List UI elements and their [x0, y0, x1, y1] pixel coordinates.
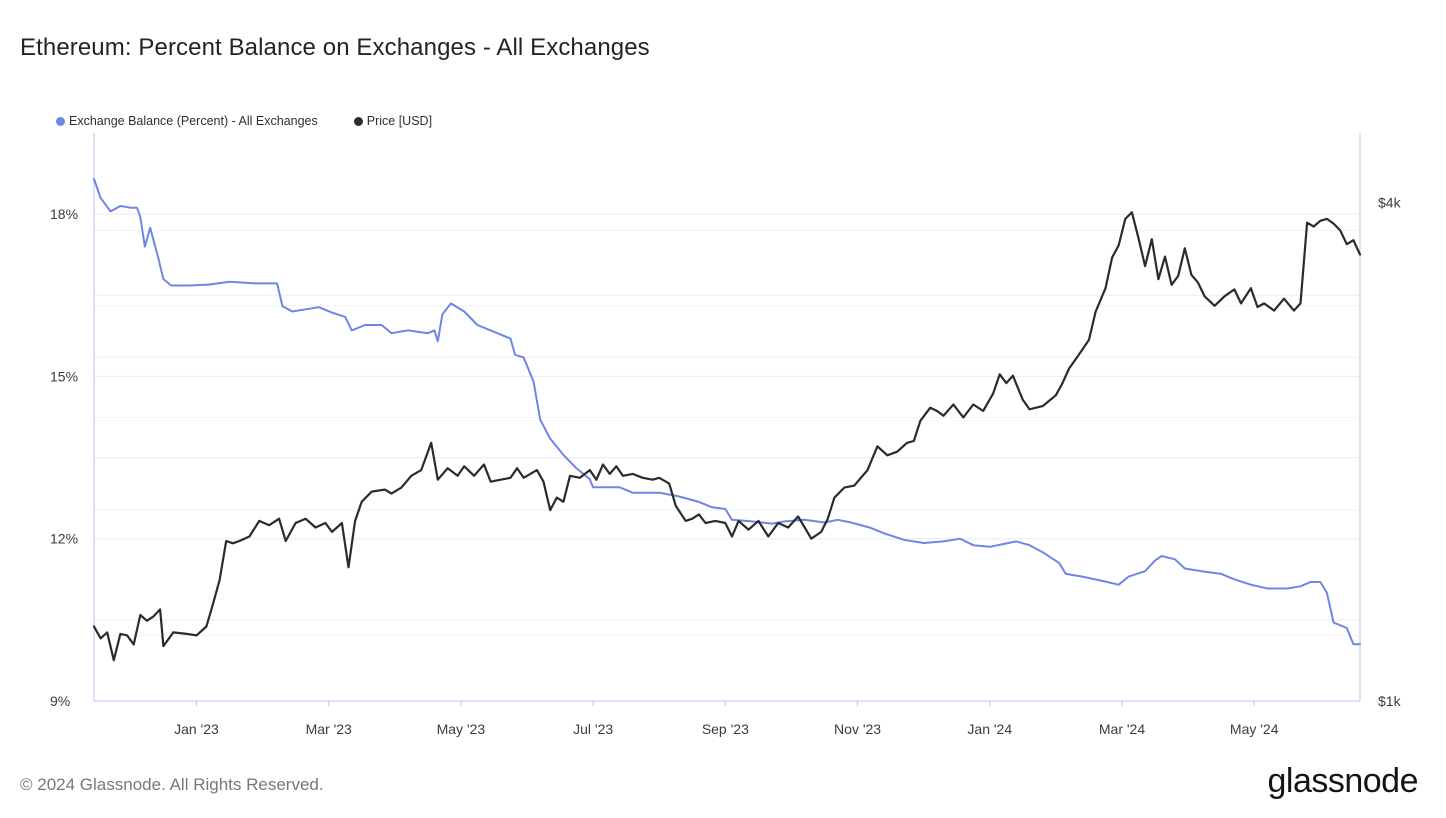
series-line-price	[92, 211, 1362, 662]
series-line-balance	[93, 178, 1361, 646]
y-right-tick-label: $1k	[1378, 693, 1402, 709]
legend-label-balance: Exchange Balance (Percent) - All Exchang…	[69, 114, 318, 128]
y-right-tick-label: $4k	[1378, 194, 1402, 210]
glassnode-logo: glassnode	[1267, 762, 1418, 800]
legend-dot-price	[353, 116, 363, 126]
x-tick-label: Jul '23	[573, 721, 613, 737]
legend-item-balance[interactable]: Exchange Balance (Percent) - All Exchang…	[56, 114, 318, 128]
x-tick-label: May '23	[437, 721, 486, 737]
chart-title: Ethereum: Percent Balance on Exchanges -…	[20, 34, 650, 61]
legend-label-price: Price [USD]	[366, 114, 433, 128]
x-tick-label: Sep '23	[702, 721, 749, 737]
y-left-tick-label: 18%	[50, 206, 78, 222]
legend-item-price[interactable]: Price [USD]	[353, 114, 433, 128]
x-tick-label: Mar '23	[306, 721, 352, 737]
copyright-text: © 2024 Glassnode. All Rights Reserved.	[20, 775, 324, 794]
x-tick-label: Mar '24	[1099, 721, 1145, 737]
y-left-tick-label: 12%	[50, 531, 78, 547]
legend-dot-balance	[56, 116, 65, 126]
chart-legend: Exchange Balance (Percent) - All Exchang…	[56, 114, 468, 128]
x-tick-label: Jan '24	[967, 721, 1012, 737]
x-tick-label: May '24	[1230, 721, 1279, 737]
x-tick-label: Jan '23	[174, 721, 219, 737]
x-tick-label: Nov '23	[834, 721, 881, 737]
y-left-tick-label: 15%	[50, 368, 78, 384]
y-left-tick-label: 9%	[50, 693, 70, 709]
